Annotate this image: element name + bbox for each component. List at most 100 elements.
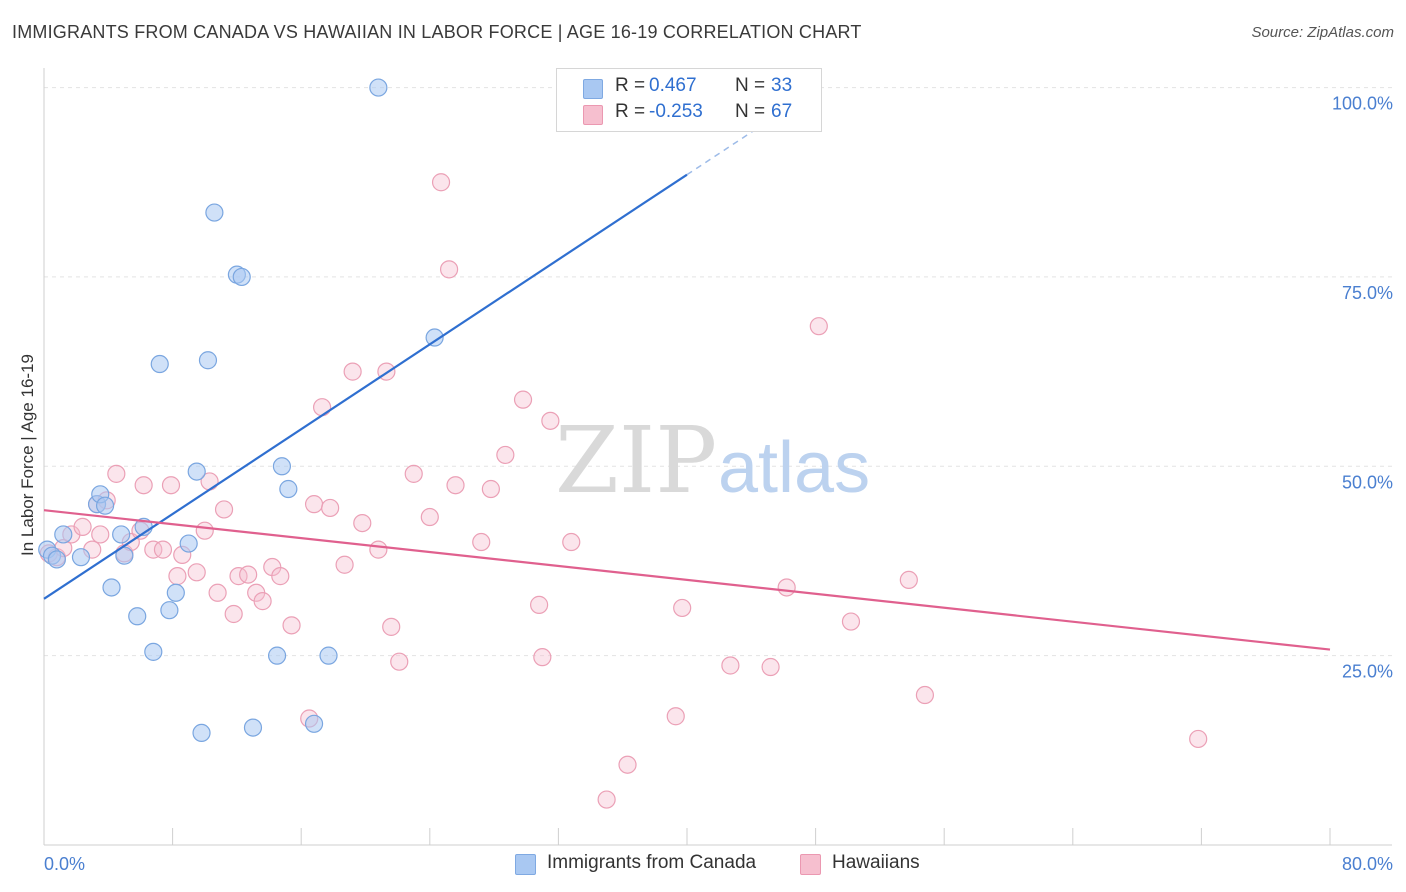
point-hawaiian — [239, 565, 258, 584]
point-hawaiian — [208, 583, 227, 602]
point-canada — [319, 646, 338, 665]
point-hawaiian — [335, 555, 354, 574]
point-hawaiian — [382, 617, 401, 636]
point-hawaiian — [343, 362, 362, 381]
y-tick-label: 50.0% — [1342, 472, 1393, 492]
point-canada — [179, 534, 198, 553]
point-hawaiian — [513, 390, 533, 409]
legend-n-value: 33 — [771, 75, 793, 96]
point-canada — [102, 578, 121, 597]
chart-title: IMMIGRANTS FROM CANADA VS HAWAIIAN IN LA… — [12, 22, 862, 42]
trendline-canada — [43, 173, 688, 600]
point-hawaiian — [562, 532, 581, 552]
point-canada — [232, 267, 251, 287]
point-hawaiian — [321, 498, 340, 518]
x-tick-label: 0.0% — [44, 854, 85, 874]
point-hawaiian — [761, 657, 780, 677]
legend-label-hawaiians: Hawaiians — [832, 852, 920, 873]
point-canada — [425, 328, 444, 347]
point-canada — [272, 457, 292, 476]
point-canada — [243, 718, 263, 737]
tick-labels: 25.0% 50.0% 75.0% 100.0% 0.0% 80.0% — [44, 94, 1393, 874]
point-hawaiian — [229, 567, 248, 586]
point-canada — [54, 525, 73, 544]
trendline-hawaiians — [43, 509, 1331, 651]
correlation-legend: R = 0.467 N = 33 R = -0.253 N = 67 — [556, 68, 822, 132]
point-hawaiian — [618, 755, 637, 774]
point-hawaiian — [312, 398, 332, 417]
point-canada — [144, 642, 163, 661]
point-canada — [304, 714, 324, 733]
point-hawaiian — [533, 648, 552, 667]
point-hawaiian — [777, 578, 796, 597]
point-canada — [279, 479, 298, 499]
point-hawaiian — [541, 411, 560, 430]
point-hawaiian — [91, 525, 110, 544]
point-hawaiian — [673, 598, 692, 618]
point-hawaiian — [134, 476, 153, 495]
legend-swatch-canada — [515, 854, 536, 875]
y-tick-label: 75.0% — [1342, 283, 1393, 303]
watermark: ZIP atlas — [555, 407, 870, 514]
point-canada — [160, 601, 179, 620]
point-hawaiian — [597, 790, 616, 809]
point-hawaiian — [73, 517, 92, 536]
legend-label-canada: Immigrants from Canada — [547, 852, 757, 873]
watermark-zip: ZIP — [555, 407, 717, 514]
point-hawaiian — [899, 570, 918, 590]
point-hawaiian — [253, 592, 272, 611]
legend-n-label: N = — [735, 101, 766, 122]
y-tick-label: 100.0% — [1332, 94, 1393, 114]
legend-swatch-canada — [583, 79, 603, 99]
point-hawaiian — [496, 445, 515, 465]
legend-r-value: -0.253 — [649, 101, 703, 122]
point-hawaiian — [431, 173, 451, 192]
point-hawaiian — [369, 540, 388, 559]
point-canada — [205, 203, 224, 222]
point-hawaiian — [271, 567, 290, 586]
point-hawaiian — [841, 612, 861, 631]
point-hawaiian — [224, 604, 243, 624]
point-canada — [267, 646, 287, 665]
point-hawaiian — [390, 652, 409, 671]
point-hawaiian — [161, 476, 181, 495]
legend-swatch-hawaiians — [583, 105, 603, 125]
point-hawaiian — [404, 464, 423, 483]
point-hawaiian — [809, 317, 828, 336]
point-canada — [95, 496, 115, 515]
point-hawaiian — [915, 685, 935, 705]
legend-r-label: R = — [615, 101, 646, 122]
source-note: Source: ZipAtlas.com — [1251, 24, 1394, 41]
point-canada — [112, 525, 131, 544]
point-hawaiian — [420, 507, 439, 527]
watermark-atlas: atlas — [718, 428, 870, 508]
axes — [43, 68, 1392, 846]
point-hawaiian — [153, 540, 173, 559]
y-tick-label: 25.0% — [1342, 662, 1393, 682]
point-hawaiian — [144, 540, 163, 559]
point-hawaiian — [214, 500, 234, 519]
point-canada — [150, 354, 169, 374]
point-hawaiian — [481, 479, 500, 499]
point-canada — [187, 462, 206, 481]
point-hawaiian — [107, 464, 126, 483]
point-hawaiian — [446, 476, 465, 495]
point-canada — [192, 723, 211, 743]
point-hawaiian — [168, 567, 187, 586]
point-canada — [198, 351, 218, 370]
point-hawaiian — [187, 563, 206, 582]
y-axis-label: In Labor Force | Age 16-19 — [18, 354, 37, 556]
x-tick-label: 80.0% — [1342, 854, 1393, 874]
legend-n-label: N = — [735, 75, 766, 96]
point-hawaiian — [195, 521, 214, 540]
legend-r-value: 0.467 — [649, 75, 697, 96]
point-hawaiian — [304, 495, 324, 514]
point-hawaiian — [472, 532, 491, 552]
point-canada — [115, 546, 134, 565]
point-canada — [71, 548, 91, 567]
point-canada — [369, 78, 388, 97]
point-hawaiian — [666, 707, 685, 726]
point-hawaiian — [1189, 729, 1208, 749]
legend-r-label: R = — [615, 75, 646, 96]
